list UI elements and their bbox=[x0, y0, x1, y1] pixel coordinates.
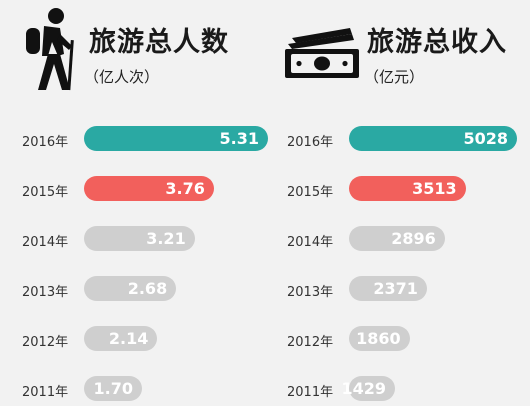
bar: 3513 bbox=[349, 176, 466, 201]
bar: 2.68 bbox=[84, 276, 177, 301]
year-label: 2015年 bbox=[287, 185, 334, 200]
hiker-icon bbox=[26, 8, 74, 91]
bar-value-label: 2896 bbox=[391, 229, 436, 248]
bar-rows: 2016年 5028 2015年 3513 2014年 2896 2013年 2371 2012… bbox=[265, 0, 530, 406]
year-label: 2015年 bbox=[22, 185, 69, 200]
bar-value-label: 3513 bbox=[412, 179, 457, 198]
tourist-count-panel: 旅游总人数 （亿人次） 2016年 5.31 2015年 3.76 2014年 3.21 2… bbox=[22, 8, 268, 401]
bar: 2371 bbox=[349, 276, 427, 301]
bar: 3.21 bbox=[84, 226, 195, 251]
chart-title: 旅游总收入 bbox=[367, 27, 507, 58]
year-label: 2011年 bbox=[22, 385, 69, 400]
chart-unit: （亿元） bbox=[364, 68, 425, 86]
bar-value-label: 5028 bbox=[463, 129, 508, 148]
bar: 1860 bbox=[349, 326, 410, 351]
bar-value-label: 2371 bbox=[373, 279, 418, 298]
bar: 5.31 bbox=[84, 126, 268, 151]
money-icon bbox=[285, 28, 359, 78]
bar: 1.70 bbox=[84, 376, 142, 401]
bar-value-label: 1.70 bbox=[93, 379, 133, 398]
year-label: 2012年 bbox=[287, 335, 334, 350]
bar-value-label: 5.31 bbox=[219, 129, 259, 148]
year-label: 2011年 bbox=[287, 385, 334, 400]
bar-value-label: 3.76 bbox=[165, 179, 205, 198]
bar-value-label: 2.68 bbox=[127, 279, 168, 298]
year-label: 2014年 bbox=[287, 235, 334, 250]
year-label: 2014年 bbox=[22, 235, 69, 250]
bar-value-label: 1860 bbox=[356, 329, 401, 348]
year-label: 2016年 bbox=[22, 135, 69, 150]
bar: 2.14 bbox=[84, 326, 158, 351]
bar-value-label: 2.14 bbox=[108, 329, 149, 348]
tourism-revenue-panel: 旅游总收入 （亿元） 2016年 5028 2015年 3513 2014年 2896 20… bbox=[265, 0, 530, 406]
bar: 5028 bbox=[349, 126, 517, 151]
bar: 2896 bbox=[349, 226, 445, 251]
bar: 1429 bbox=[341, 376, 395, 401]
bar-value-label: 1429 bbox=[341, 379, 386, 398]
year-label: 2016年 bbox=[287, 135, 334, 150]
chart-title: 旅游总人数 bbox=[89, 27, 229, 58]
bar-rows: 2016年 5.31 2015年 3.76 2014年 3.21 2013年 2.68 2012… bbox=[22, 126, 268, 401]
bar: 3.76 bbox=[84, 176, 214, 201]
year-label: 2013年 bbox=[287, 285, 334, 300]
year-label: 2012年 bbox=[22, 335, 69, 350]
chart-unit: （亿人次） bbox=[84, 68, 160, 86]
year-label: 2013年 bbox=[22, 285, 69, 300]
bar-value-label: 3.21 bbox=[146, 229, 186, 248]
